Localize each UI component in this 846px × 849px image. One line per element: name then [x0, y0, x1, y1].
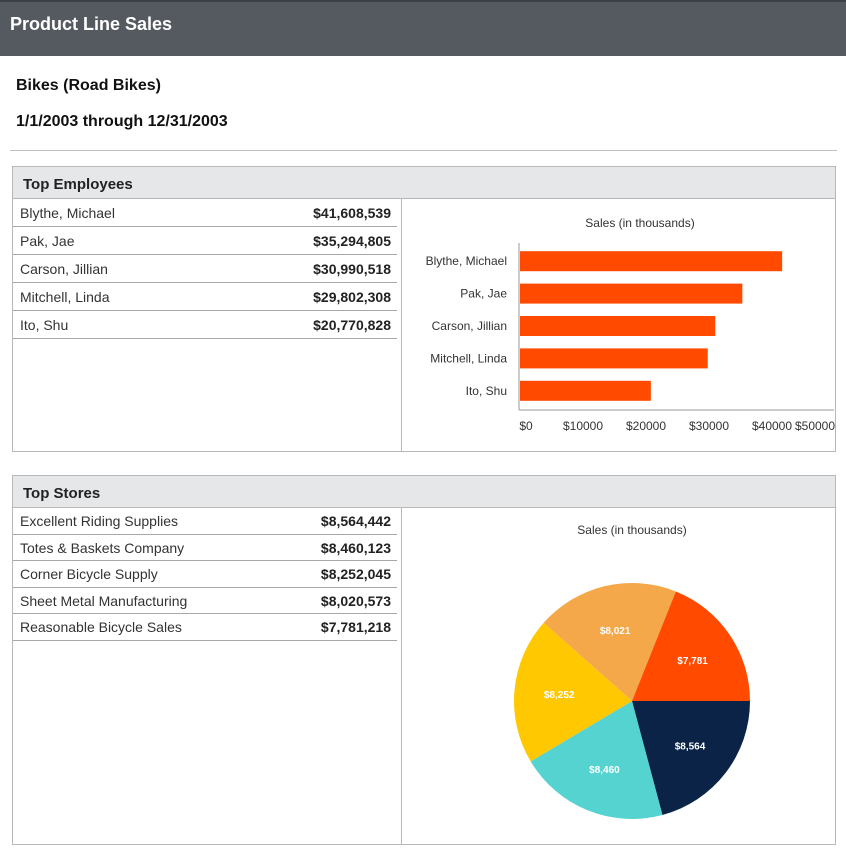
store-sales: $8,252,045 — [320, 566, 391, 582]
bar-chart-svg: Sales (in thousands) Blythe, Michael Pak, … — [426, 216, 835, 433]
date-range: 1/1/2003 through 12/31/2003 — [16, 113, 228, 130]
store-sales-chart: Sales (in thousands) $8,564 $8,460 $8,252 $8… — [402, 508, 835, 844]
employee-sales: $29,802,308 — [313, 289, 391, 305]
pie-slice — [514, 622, 632, 762]
employee-sales: $20,770,828 — [313, 317, 391, 333]
product-category: Bikes (Road Bikes) — [16, 77, 161, 94]
category-label: Blythe, Michael — [426, 254, 507, 268]
bar — [520, 380, 651, 401]
top-stores-header: Top Stores — [13, 476, 835, 508]
column-divider — [401, 508, 402, 844]
store-sales: $8,460,123 — [320, 539, 391, 556]
slice-label: $7,781 — [677, 656, 708, 667]
store-name: Totes & Baskets Company — [20, 539, 185, 556]
pie-slice — [530, 701, 663, 819]
store-name: Sheet Metal Manufacturing — [20, 592, 188, 609]
table-row: Sheet Metal Manufacturing $8,020,573 — [13, 588, 397, 614]
slice-label: $8,564 — [675, 742, 706, 753]
chart-title: Sales (in thousands) — [577, 523, 686, 537]
x-tick-label: $50000 — [795, 419, 835, 433]
top-employees-heading: Top Employees — [23, 176, 133, 193]
top-stores-heading: Top Stores — [23, 485, 101, 502]
slice-label: $8,252 — [544, 690, 575, 701]
category-label: Carson, Jillian — [432, 319, 507, 333]
employee-sales-chart: Sales (in thousands) Blythe, Michael Pak, … — [402, 199, 835, 451]
table-row: Excellent Riding Supplies $8,564,442 — [13, 508, 397, 535]
table-row: Totes & Baskets Company $8,460,123 — [13, 535, 397, 561]
slice-label: $8,021 — [600, 626, 631, 637]
top-employees-section: Top Employees Blythe, Michael $41,608,53… — [12, 166, 836, 452]
employee-name: Pak, Jae — [20, 233, 75, 249]
employee-name: Carson, Jillian — [20, 261, 108, 277]
employee-sales: $30,990,518 — [313, 261, 391, 277]
table-row: Mitchell, Linda $29,802,308 — [13, 283, 397, 311]
pie-chart-svg: Sales (in thousands) $8,564 $8,460 $8,252 $8… — [514, 523, 750, 819]
page-title: Product Line Sales — [10, 14, 173, 34]
store-name: Reasonable Bicycle Sales — [20, 619, 182, 635]
column-divider — [401, 199, 402, 451]
employee-name: Blythe, Michael — [20, 205, 115, 221]
category-label: Ito, Shu — [466, 384, 507, 398]
x-tick-label: $20000 — [626, 419, 666, 433]
x-tick-label: $30000 — [689, 419, 729, 433]
store-sales: $7,781,218 — [320, 619, 391, 635]
pie-slice — [632, 591, 750, 701]
title-bar: Product Line Sales — [0, 0, 846, 56]
top-employees-table: Blythe, Michael $41,608,539 Pak, Jae $35… — [13, 199, 397, 339]
pie-slice — [632, 701, 750, 816]
x-tick-label: $0 — [519, 419, 533, 433]
bar — [520, 251, 783, 272]
store-sales: $8,564,442 — [320, 513, 391, 529]
top-stores-section: Top Stores Excellent Riding Supplies $8,… — [12, 475, 836, 845]
chart-title: Sales (in thousands) — [585, 216, 694, 230]
table-row: Corner Bicycle Supply $8,252,045 — [13, 561, 397, 588]
table-row: Carson, Jillian $30,990,518 — [13, 255, 397, 283]
table-row: Ito, Shu $20,770,828 — [13, 311, 397, 339]
bar — [520, 283, 743, 304]
employee-name: Ito, Shu — [20, 317, 69, 333]
divider-line — [10, 150, 837, 151]
top-stores-table: Excellent Riding Supplies $8,564,442 Tot… — [13, 508, 397, 641]
store-name: Corner Bicycle Supply — [20, 566, 158, 582]
bar — [520, 316, 716, 336]
table-row: Reasonable Bicycle Sales $7,781,218 — [13, 614, 397, 641]
category-label: Pak, Jae — [460, 287, 507, 301]
table-row: Blythe, Michael $41,608,539 — [13, 199, 397, 227]
store-sales: $8,020,573 — [320, 592, 391, 609]
pie-slice — [543, 583, 676, 701]
employee-sales: $41,608,539 — [313, 205, 391, 221]
table-row: Pak, Jae $35,294,805 — [13, 227, 397, 255]
x-tick-label: $10000 — [563, 419, 603, 433]
x-tick-label: $40000 — [752, 419, 792, 433]
bar — [520, 348, 708, 369]
top-employees-header: Top Employees — [13, 167, 835, 199]
employee-sales: $35,294,805 — [313, 233, 391, 249]
employee-name: Mitchell, Linda — [20, 289, 110, 305]
slice-label: $8,460 — [589, 765, 620, 776]
store-name: Excellent Riding Supplies — [20, 513, 178, 529]
category-label: Mitchell, Linda — [430, 351, 507, 365]
